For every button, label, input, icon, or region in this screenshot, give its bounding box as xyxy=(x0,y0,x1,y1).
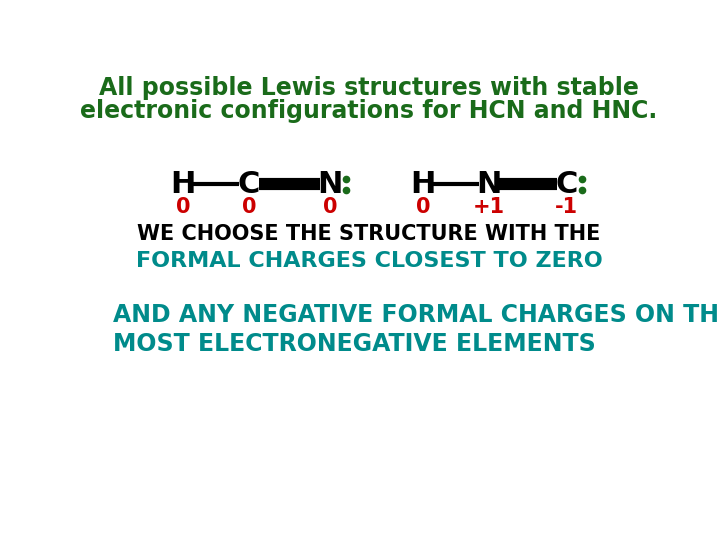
Text: H: H xyxy=(171,170,196,199)
Text: +1: +1 xyxy=(473,197,505,217)
Text: 0: 0 xyxy=(176,197,190,217)
Text: WE CHOOSE THE STRUCTURE WITH THE: WE CHOOSE THE STRUCTURE WITH THE xyxy=(138,224,600,244)
Text: 0: 0 xyxy=(323,197,338,217)
Text: FORMAL CHARGES CLOSEST TO ZERO: FORMAL CHARGES CLOSEST TO ZERO xyxy=(135,251,603,271)
Text: MOST ELECTRONEGATIVE ELEMENTS: MOST ELECTRONEGATIVE ELEMENTS xyxy=(113,332,596,355)
Text: C: C xyxy=(555,170,578,199)
Text: -1: -1 xyxy=(555,197,578,217)
Text: N: N xyxy=(477,170,502,199)
Text: AND ANY NEGATIVE FORMAL CHARGES ON THE: AND ANY NEGATIVE FORMAL CHARGES ON THE xyxy=(113,303,720,327)
Text: 0: 0 xyxy=(416,197,431,217)
Text: C: C xyxy=(238,170,260,199)
Text: H: H xyxy=(410,170,436,199)
Text: N: N xyxy=(318,170,343,199)
Text: 0: 0 xyxy=(242,197,256,217)
Text: All possible Lewis structures with stable: All possible Lewis structures with stabl… xyxy=(99,76,639,100)
Text: electronic configurations for HCN and HNC.: electronic configurations for HCN and HN… xyxy=(81,99,657,123)
